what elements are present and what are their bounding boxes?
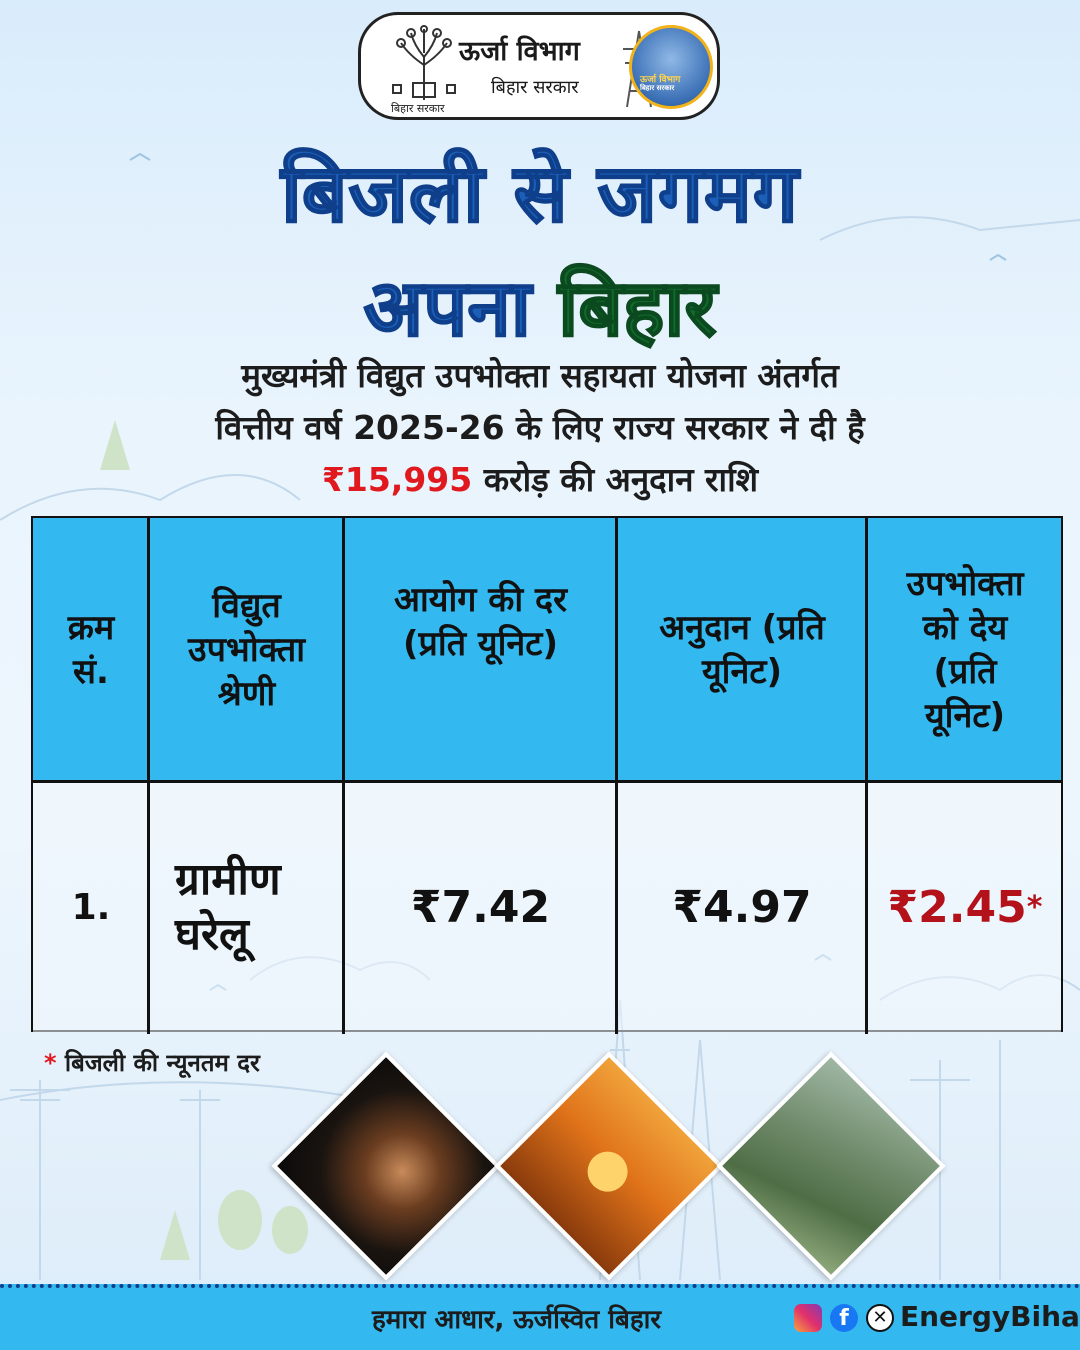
table-divider: [865, 518, 868, 1034]
header-consumer-category: विद्युत उपभोक्ता श्रेणी: [187, 585, 306, 715]
table-divider: [342, 518, 345, 1034]
payable-amount: ₹2.45: [887, 881, 1027, 933]
instagram-icon[interactable]: [794, 1304, 822, 1332]
footnote-star: *: [44, 1049, 57, 1077]
header-commission-rate: आयोग की दर (प्रति यूनिट): [394, 580, 567, 665]
x-twitter-icon[interactable]: ✕: [866, 1304, 894, 1332]
financial-year-line: वित्तीय वर्ष 2025-26 के लिए राज्य सरकार …: [215, 408, 865, 447]
table-divider: [147, 518, 150, 1034]
table-row: [33, 782, 1061, 1032]
sun-shape: [579, 1143, 636, 1200]
table-divider: [615, 518, 618, 1034]
department-header-badge: बिहार सरकार ऊर्जा विभाग बिहार सरकार ऊर्ज…: [358, 12, 720, 120]
table-header-row: [33, 518, 1061, 782]
footer-bar: हमारा आधार, ऊर्जस्वित बिहार f ✕ EnergyBi…: [0, 1284, 1080, 1350]
social-handle[interactable]: EnergyBihar: [900, 1300, 1080, 1333]
headline-line-1: बिजली से जगमग: [280, 146, 799, 241]
logo-text: ऊर्जा विभाग: [640, 75, 681, 85]
bihar-emblem-icon: [392, 25, 456, 100]
footer-tagline: हमारा आधार, ऊर्जस्वित बिहार: [372, 1305, 661, 1335]
headline-line-2: अपना बिहार: [0, 252, 1080, 358]
grant-amount-text: करोड़ की अनुदान राशि: [472, 460, 759, 499]
emblem-caption: बिहार सरकार: [391, 102, 445, 115]
logo-subtext: बिहार सरकार: [640, 84, 675, 92]
cell-commission-rate: ₹7.42: [410, 881, 551, 933]
footnote: * बिजली की न्यूनतम दर: [44, 1046, 260, 1079]
government-name: बिहार सरकार: [491, 77, 579, 98]
header-consumer-payable: उपभोक्ता को देय (प्रति यूनिट): [906, 563, 1024, 737]
footnote-text: बिजली की न्यूनतम दर: [56, 1049, 260, 1077]
scheme-name: मुख्यमंत्री विद्युत उपभोक्ता सहायता योजन…: [241, 356, 839, 395]
cell-subsidy: ₹4.97: [672, 881, 812, 933]
header-serial-number: क्रम सं.: [67, 607, 115, 692]
facebook-icon[interactable]: f: [830, 1304, 858, 1332]
grant-amount-line: ₹15,995 करोड़ की अनुदान राशि: [0, 456, 1080, 501]
headline-word-apna: अपना: [363, 263, 532, 355]
payable-asterisk: *: [1026, 889, 1043, 925]
table-divider: [33, 780, 1061, 783]
energy-department-logo: ऊर्जा विभाग बिहार सरकार: [629, 25, 713, 109]
department-name: ऊर्जा विभाग: [459, 36, 580, 67]
tariff-table: क्रम सं. विद्युत उपभोक्ता श्रेणी आयोग की…: [31, 516, 1063, 1034]
header-subsidy: अनुदान (प्रति यूनिट): [659, 607, 825, 692]
cell-consumer-payable: ₹2.45 *: [867, 782, 1063, 1032]
headline-word-bihar: बिहार: [557, 263, 717, 355]
cell-consumer-category: ग्रामीण घरेलू: [175, 854, 281, 960]
cell-serial-number: 1.: [71, 886, 111, 928]
grant-amount: ₹15,995: [321, 460, 473, 499]
